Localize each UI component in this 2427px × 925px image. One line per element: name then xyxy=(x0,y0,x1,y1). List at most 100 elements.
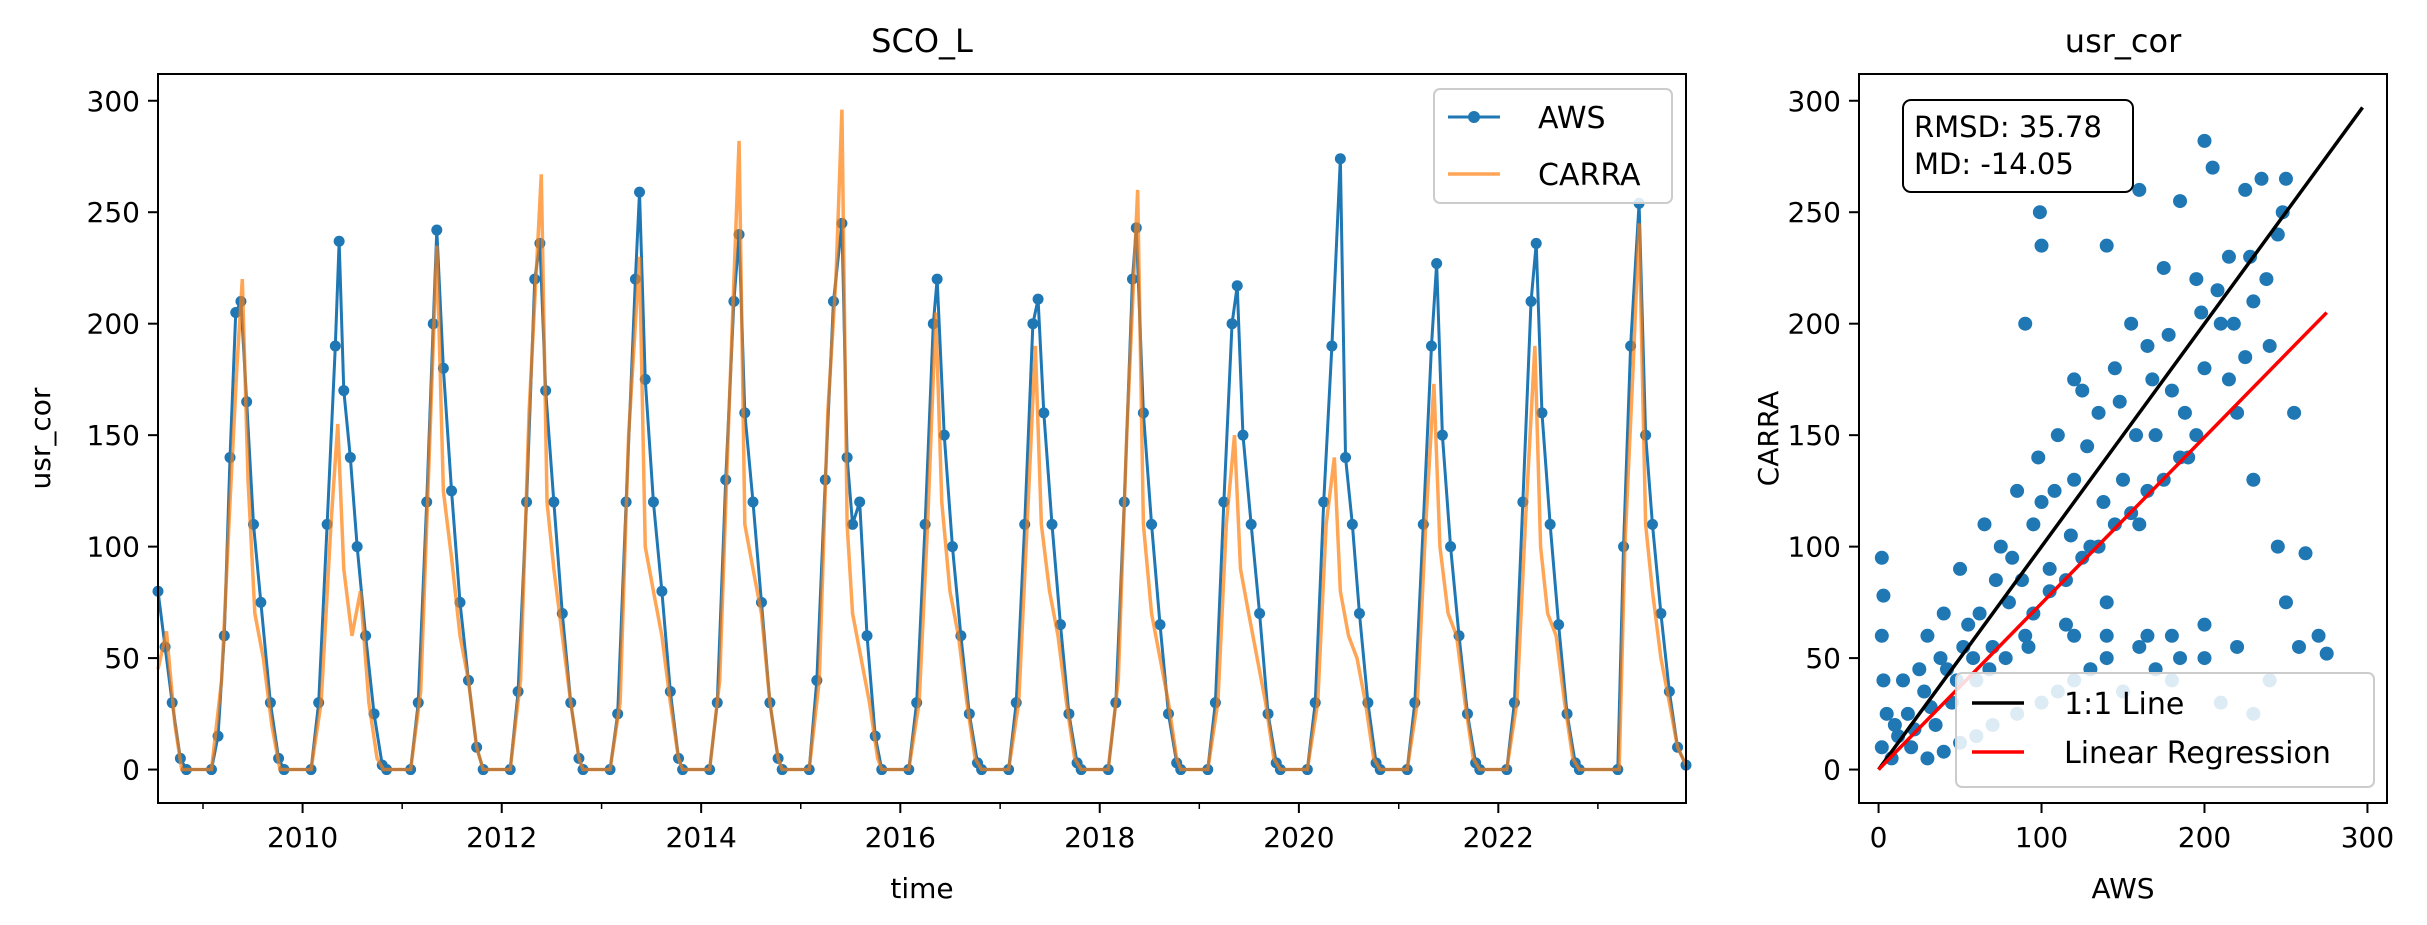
scatter-point xyxy=(1928,717,1943,732)
scatter-point xyxy=(2246,294,2261,309)
aws-data-point xyxy=(1146,518,1158,530)
aws-data-point xyxy=(431,224,443,236)
legend-carra-label: CARRA xyxy=(1538,158,1641,193)
aws-data-point xyxy=(1353,608,1365,620)
scatter-point xyxy=(1953,561,1968,576)
scatter-point xyxy=(2063,528,2078,543)
scatter-plot-area xyxy=(1858,73,2388,804)
scatter-point xyxy=(2270,539,2285,554)
aws-data-point xyxy=(634,186,646,198)
scatter-point xyxy=(2221,249,2236,264)
scatter-point xyxy=(2067,372,2082,387)
one-to-one-line xyxy=(1877,106,2364,771)
legend-aws-marker xyxy=(1468,111,1480,123)
scatter-point xyxy=(2197,651,2212,666)
x-tick-label: 300 xyxy=(2341,821,2394,854)
scatter-point xyxy=(2243,249,2258,264)
scatter-point xyxy=(2238,182,2253,197)
legend-regression-label: Linear Regression xyxy=(2064,736,2331,771)
aws-data-point xyxy=(344,451,356,463)
aws-data-point xyxy=(351,541,363,553)
aws-data-point xyxy=(1655,608,1667,620)
scatter-point xyxy=(2205,160,2220,175)
scatter-point xyxy=(1920,628,1935,643)
y-tick-label: 200 xyxy=(1788,308,1841,341)
x-tick-label: 2020 xyxy=(1263,821,1334,854)
scatter-point xyxy=(2311,628,2326,643)
scatter-legend-frame xyxy=(1955,672,2375,788)
rmsd-text: RMSD: 35.78 xyxy=(1914,110,2102,144)
x-tick-label: 2010 xyxy=(267,821,338,854)
scatter-point xyxy=(2140,483,2155,498)
timeseries-axes-frame xyxy=(157,73,1687,804)
scatter-point xyxy=(2099,628,2114,643)
y-tick-label: 300 xyxy=(87,85,140,118)
scatter-point xyxy=(2021,639,2036,654)
aws-data-point xyxy=(1340,451,1352,463)
scatter-point xyxy=(2112,394,2127,409)
scatter-point xyxy=(1904,740,1919,755)
timeseries-x-ticks: 2010 2012 2014 2016 2018 2020 2022 xyxy=(202,803,1599,854)
aws-data-point xyxy=(656,585,668,597)
scatter-point xyxy=(2032,205,2047,220)
x-tick-label: 200 xyxy=(2178,821,2231,854)
scatter-point xyxy=(2230,639,2245,654)
aws-data-point xyxy=(1137,407,1149,419)
scatter-point xyxy=(1874,628,1889,643)
y-tick-label: 100 xyxy=(87,531,140,564)
scatter-point xyxy=(2132,517,2147,532)
scatter-point xyxy=(2107,517,2122,532)
scatter-x-ticks: 0 100 200 300 xyxy=(1870,803,2394,854)
scatter-point xyxy=(2161,327,2176,342)
aws-data-point xyxy=(1318,496,1330,508)
scatter-point xyxy=(2298,546,2313,561)
scatter-y-ticks: 0 50 100 150 200 250 300 xyxy=(1788,85,1859,787)
scatter-point xyxy=(1900,706,1915,721)
scatter-point xyxy=(2031,450,2046,465)
aws-data-point xyxy=(1154,619,1166,631)
scatter-point xyxy=(2005,550,2020,565)
scatter-point xyxy=(1876,673,1891,688)
scatter-point xyxy=(2197,133,2212,148)
aws-data-point xyxy=(1334,153,1346,165)
scatter-point xyxy=(2010,483,2025,498)
timeseries-title: SCO_L xyxy=(871,22,973,60)
scatter-point xyxy=(2164,383,2179,398)
y-tick-label: 0 xyxy=(1823,754,1841,787)
aws-data-point xyxy=(1640,429,1652,441)
aws-data-point xyxy=(1231,280,1243,292)
scatter-point xyxy=(2067,628,2082,643)
x-tick-label: 2018 xyxy=(1064,821,1135,854)
scatter-point xyxy=(2047,483,2062,498)
scatter-y-label: CARRA xyxy=(1752,391,1785,487)
scatter-point xyxy=(1874,740,1889,755)
y-tick-label: 50 xyxy=(1805,642,1841,675)
stats-box-frame xyxy=(1902,99,2134,193)
x-tick-label: 100 xyxy=(2015,821,2068,854)
scatter-point xyxy=(2221,372,2236,387)
scatter-point xyxy=(2189,272,2204,287)
scatter-point xyxy=(2034,238,2049,253)
aws-data-point xyxy=(861,630,873,642)
y-tick-label: 300 xyxy=(1788,85,1841,118)
scatter-x-label: AWS xyxy=(2091,872,2154,905)
scatter-point xyxy=(1972,606,1987,621)
x-tick-label: 2012 xyxy=(466,821,537,854)
scatter-point xyxy=(2197,361,2212,376)
aws-data-point xyxy=(647,496,659,508)
scatter-point xyxy=(2124,316,2139,331)
aws-data-point xyxy=(1032,293,1044,305)
scatter-point xyxy=(2262,338,2277,353)
scatter-point xyxy=(2278,171,2293,186)
scatter-point xyxy=(2173,194,2188,209)
scatter-point xyxy=(2148,428,2163,443)
scatter-point xyxy=(2091,405,2106,420)
scatter-point xyxy=(2254,171,2269,186)
aws-data-point xyxy=(1646,518,1658,530)
aws-data-point xyxy=(1425,340,1437,352)
aws-data-point xyxy=(946,541,958,553)
timeseries-plot-area xyxy=(152,73,1692,804)
aws-data-point xyxy=(1436,429,1448,441)
scatter-point xyxy=(2075,550,2090,565)
aws-data-point xyxy=(847,518,859,530)
